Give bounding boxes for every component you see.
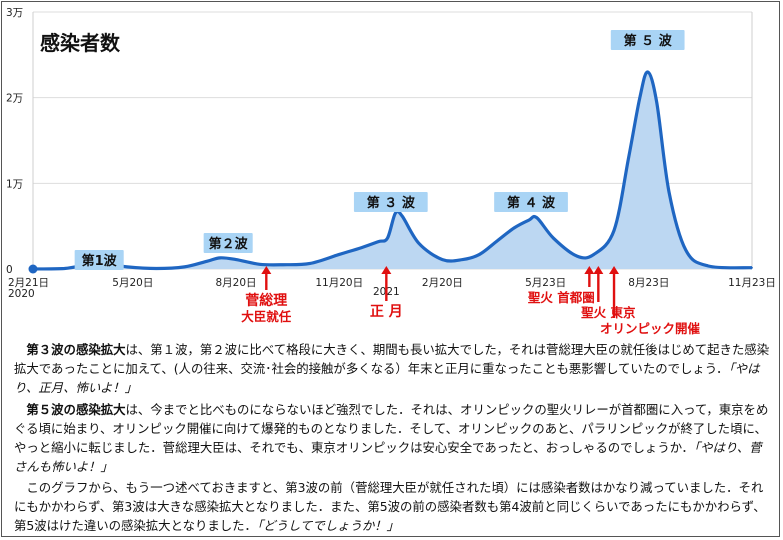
data-point	[183, 265, 186, 268]
y-tick-label: 2万	[6, 93, 23, 105]
wave-label: 第 ５ 波	[610, 30, 685, 50]
data-point	[394, 212, 397, 215]
wave-label: 第２波	[203, 233, 253, 253]
event-annotation: 聖火 東京	[581, 266, 636, 320]
x-tick-label: 2月20日	[422, 277, 463, 289]
data-point	[707, 265, 710, 267]
data-point	[684, 249, 687, 252]
event-annotation: 聖火 首都圏	[528, 266, 595, 305]
x-tick-label: 11月23日	[728, 277, 776, 289]
emphasis-text: 第３波の感染拡大	[26, 342, 126, 357]
wave-label-text: 第２波	[209, 236, 249, 252]
paragraph-conclusion: このグラフから、もう一つ述べておきますと、第3波の前（菅総理大臣が就任された頃）…	[14, 478, 770, 535]
wave-label-text: 第 ５ 波	[624, 33, 673, 49]
data-point	[282, 263, 285, 266]
data-point	[638, 96, 641, 99]
annotation-text: オリンピック開催	[600, 321, 701, 335]
start-dot	[28, 264, 38, 274]
data-point	[646, 71, 649, 73]
body-text: このグラフから、もう一つ述べておきますと、第3波の前（菅総理大臣が就任された頃）…	[14, 480, 766, 533]
data-point	[552, 237, 555, 240]
series-area	[33, 71, 752, 269]
data-point	[63, 267, 66, 270]
x-tick-label: 5月20日	[112, 277, 153, 289]
y-tick-label: 0	[6, 264, 13, 276]
annotation-text: 菅総理	[245, 292, 287, 309]
annotation-arrow-head	[261, 266, 272, 274]
data-point	[155, 267, 158, 270]
paragraph-wave5: 第５波の感染拡大は、今までと比べものにならないほど強烈でした．それは、オリンピッ…	[14, 400, 770, 476]
data-point	[441, 258, 444, 261]
data-point	[461, 258, 464, 261]
wave-label-box	[494, 192, 568, 212]
wave-label-box	[203, 233, 253, 253]
data-point	[535, 216, 538, 219]
infection-chart: 01万2万3万2月21日20205月20日8月20日11月20日20212月20…	[6, 7, 776, 335]
x-tick-label: 11月20日	[315, 277, 363, 289]
data-point	[527, 219, 530, 222]
x-tick-label: 8月20日	[216, 277, 257, 289]
x-tick-label: 2月21日	[8, 277, 49, 289]
wave-label: 第 ３ 波	[353, 192, 428, 212]
annotation-text: 大臣就任	[241, 309, 292, 324]
series-line	[32, 70, 753, 271]
data-point	[592, 253, 595, 256]
data-point	[576, 255, 578, 258]
data-point	[235, 258, 237, 261]
x-tick-label: 5月23日	[525, 277, 566, 289]
data-point	[751, 266, 753, 269]
x-tick-label: 8月23日	[628, 277, 669, 289]
quote-text: 「どうしてでしょうか！」	[256, 518, 400, 533]
data-point	[386, 237, 389, 240]
annotation-arrow-head	[609, 266, 620, 274]
wave-label-text: 第 ３ 波	[367, 195, 416, 211]
x-tick-year: 2020	[8, 288, 35, 300]
wave-label: 第1波	[74, 250, 124, 270]
y-tick-label: 3万	[6, 7, 23, 19]
wave-label: 第 ４ 波	[494, 192, 568, 212]
data-point	[496, 239, 499, 242]
data-point	[338, 253, 341, 256]
wave-label-text: 第1波	[82, 253, 118, 269]
event-annotation: 正 月	[370, 266, 403, 320]
event-annotation: オリンピック開催	[600, 266, 701, 335]
data-point	[258, 263, 261, 266]
data-point	[309, 262, 311, 265]
data-point	[627, 156, 630, 159]
data-point	[401, 214, 403, 217]
annotation-arrow-head	[381, 266, 392, 274]
data-point	[219, 256, 222, 259]
data-point	[655, 101, 658, 103]
quote-text: 「やはり、菅さんも怖いよ！」	[14, 440, 762, 474]
data-point	[668, 191, 670, 193]
annotation-text: 正 月	[370, 304, 403, 320]
wave-label-text: 第 ４ 波	[507, 195, 556, 211]
quote-text: 「やはり、正月、怖いよ！」	[14, 361, 760, 395]
emphasis-text: 第５波の感染拡大	[26, 402, 126, 417]
annotation-text: 聖火 首都圏	[528, 290, 595, 305]
paragraph-wave3: 第３波の感染拡大は、第１波，第２波に比べて格段に大きく、期間も長い拡大でした，そ…	[14, 340, 770, 397]
annotation-text: 聖火 東京	[581, 305, 636, 320]
data-point	[478, 253, 481, 256]
data-point	[513, 226, 516, 229]
wave-label-box	[74, 250, 124, 270]
data-point	[126, 265, 129, 268]
wave-label-box	[353, 192, 428, 212]
body-text: は、第１波，第２波に比べて格段に大きく、期間も長い拡大でした，それは菅総理大臣の…	[14, 342, 770, 376]
data-point	[377, 240, 380, 243]
wave-label-box	[610, 30, 685, 50]
annotation-arrow-head	[593, 266, 604, 274]
data-point	[205, 260, 208, 263]
data-point	[360, 246, 363, 249]
annotation-arrow-head	[584, 266, 595, 274]
body-text: は、今までと比べものにならないほど強烈でした．それは、オリンピックの聖火リレーが…	[14, 402, 769, 455]
y-tick-label: 1万	[6, 178, 23, 190]
chart-title: 感染者数	[40, 31, 121, 55]
data-point	[613, 229, 615, 232]
data-point	[417, 242, 420, 245]
